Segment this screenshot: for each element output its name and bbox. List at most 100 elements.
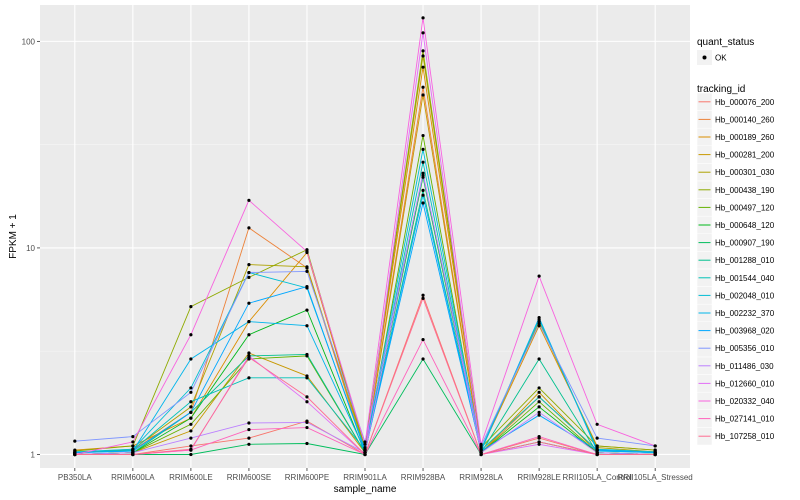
data-point — [421, 93, 425, 97]
legend-series-label: Hb_003968_020 — [715, 327, 775, 336]
data-point — [421, 133, 425, 138]
legend-series-label: Hb_012660_010 — [715, 379, 775, 388]
data-point — [247, 436, 251, 440]
y-tick-label: 100 — [22, 37, 36, 46]
data-point — [421, 54, 425, 58]
data-point — [421, 193, 425, 197]
data-point — [305, 395, 309, 399]
data-point — [305, 249, 309, 254]
data-point — [189, 436, 193, 440]
legend-label-ok: OK — [715, 54, 727, 63]
legend-series-label: Hb_000076_200 — [715, 98, 775, 107]
data-point — [421, 16, 425, 20]
data-point — [247, 442, 251, 446]
data-point — [247, 270, 251, 275]
data-point — [189, 333, 193, 337]
data-point — [421, 31, 425, 35]
data-point — [421, 296, 425, 300]
data-point — [189, 304, 193, 309]
data-point — [537, 400, 541, 404]
data-point — [247, 275, 251, 279]
data-point — [537, 413, 541, 417]
data-point — [421, 171, 425, 175]
data-point — [537, 390, 541, 394]
legend-series-label: Hb_000648_120 — [715, 221, 775, 230]
data-point — [305, 400, 309, 404]
legend-title-quant-status: quant_status — [697, 37, 754, 48]
data-point — [305, 441, 309, 446]
data-point — [421, 65, 425, 69]
data-point — [247, 319, 251, 324]
legend-series-label: Hb_001544_040 — [715, 274, 775, 283]
data-point — [537, 357, 541, 361]
data-point — [189, 452, 193, 457]
data-point — [247, 263, 251, 267]
data-point — [653, 444, 657, 448]
x-tick-label: RRIM928LA — [459, 473, 503, 482]
data-points — [73, 16, 657, 457]
data-point — [189, 444, 193, 448]
data-point — [189, 447, 193, 451]
data-point — [247, 421, 251, 425]
data-point — [305, 308, 309, 312]
data-point — [189, 416, 193, 420]
data-point — [247, 226, 251, 230]
legend-series-label: Hb_000438_190 — [715, 186, 775, 195]
data-point — [305, 376, 309, 380]
y-axis-title: FPKM + 1 — [8, 214, 19, 259]
legend-point-icon — [702, 55, 707, 60]
legend-series-label: Hb_001288_010 — [715, 256, 775, 265]
y-tick-label: 1 — [31, 450, 36, 459]
x-tick-label: RRIM600PE — [285, 473, 329, 482]
data-point — [421, 357, 425, 361]
legend-series-label: Hb_000301_030 — [715, 168, 775, 177]
x-tick-label: RRIM928LE — [517, 473, 561, 482]
legend-series-label: Hb_000189_260 — [715, 133, 775, 142]
legend-series-label: Hb_107258_010 — [715, 432, 775, 441]
data-point — [421, 160, 425, 164]
x-tick-label: RRIM600LE — [169, 473, 213, 482]
legend-series-label: Hb_000281_200 — [715, 151, 775, 160]
data-point — [479, 442, 483, 446]
data-point — [595, 444, 599, 448]
data-point — [363, 442, 367, 446]
data-point — [305, 425, 309, 430]
legend-series-label: Hb_000140_260 — [715, 115, 775, 124]
data-point — [247, 351, 251, 355]
data-point — [189, 390, 193, 394]
data-point — [537, 442, 541, 446]
data-point — [537, 435, 541, 439]
data-point — [189, 357, 193, 361]
data-point — [595, 436, 599, 440]
data-point — [247, 376, 251, 380]
data-point — [189, 429, 193, 433]
legend-series-label: Hb_005356_010 — [715, 344, 775, 353]
data-point — [247, 198, 251, 202]
data-point — [537, 405, 541, 409]
x-tick-label: RRIM928BA — [401, 473, 446, 482]
data-point — [421, 85, 425, 89]
legend-series-label: Hb_027141_010 — [715, 415, 775, 424]
data-point — [537, 395, 541, 399]
data-point — [305, 420, 309, 424]
data-point — [653, 452, 657, 457]
axes: 1 10 100 PB350LA RRIM600LA RRIM600LE RRIM600SE… — [22, 37, 693, 482]
data-point — [131, 452, 135, 457]
data-point — [537, 440, 541, 444]
y-tick-label: 10 — [26, 244, 35, 253]
x-tick-label: RRIM600LA — [111, 473, 155, 482]
data-point — [537, 322, 541, 326]
data-point — [421, 147, 425, 151]
data-point — [247, 333, 251, 337]
legend-series-label: Hb_000497_120 — [715, 203, 775, 212]
legend-series-label: Hb_020332_040 — [715, 397, 775, 406]
data-point — [189, 400, 193, 404]
data-point — [421, 337, 425, 342]
data-point — [131, 440, 135, 444]
data-point — [247, 427, 251, 432]
data-point — [305, 265, 309, 269]
x-tick-label: RRIM901LA — [343, 473, 387, 482]
data-point — [595, 422, 599, 426]
data-point — [131, 435, 135, 439]
